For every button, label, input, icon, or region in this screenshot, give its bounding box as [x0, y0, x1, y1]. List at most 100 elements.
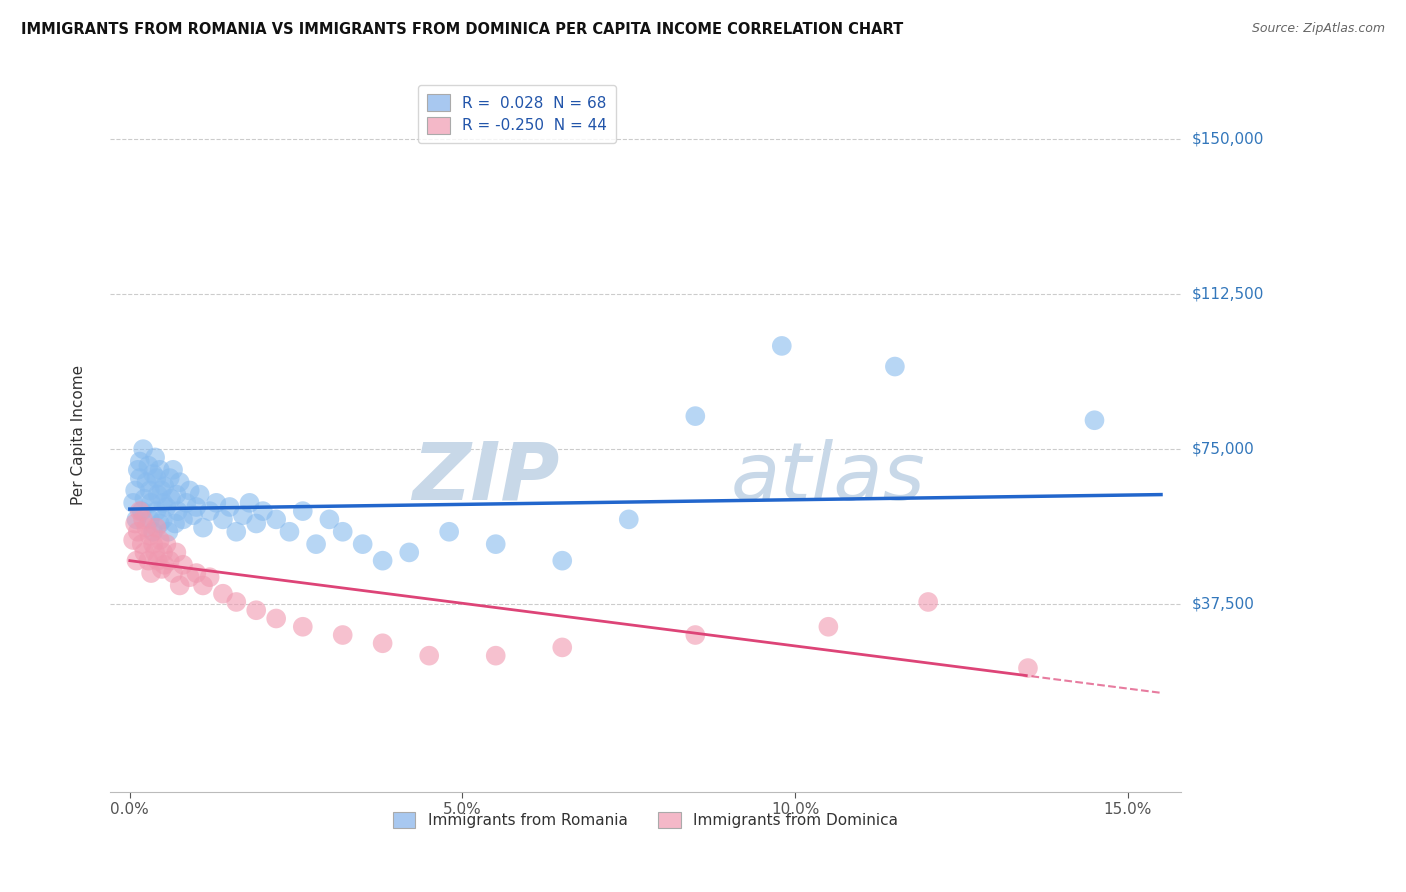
Point	[238, 496, 260, 510]
Point	[160, 491, 183, 506]
Point	[149, 533, 172, 547]
Point	[145, 504, 167, 518]
Point	[181, 508, 204, 523]
Point	[127, 463, 149, 477]
Point	[278, 524, 301, 539]
Point	[685, 628, 707, 642]
Point	[150, 562, 173, 576]
Point	[186, 566, 208, 580]
Point	[139, 512, 162, 526]
Point	[131, 504, 153, 518]
Point	[124, 516, 146, 531]
Point	[191, 578, 214, 592]
Legend: Immigrants from Romania, Immigrants from Dominica: Immigrants from Romania, Immigrants from…	[387, 806, 904, 834]
Point	[155, 500, 177, 514]
Point	[165, 487, 187, 501]
Point	[225, 595, 247, 609]
Point	[150, 483, 173, 498]
Point	[883, 359, 905, 374]
Point	[155, 537, 177, 551]
Point	[264, 512, 287, 526]
Point	[152, 545, 174, 559]
Point	[152, 496, 174, 510]
Point	[917, 595, 939, 609]
Point	[291, 504, 314, 518]
Point	[252, 504, 274, 518]
Point	[371, 554, 394, 568]
Point	[143, 545, 166, 559]
Point	[128, 504, 150, 518]
Point	[145, 521, 167, 535]
Text: $75,000: $75,000	[1192, 442, 1254, 457]
Point	[188, 487, 211, 501]
Point	[264, 611, 287, 625]
Point	[232, 508, 254, 523]
Point	[153, 558, 176, 572]
Point	[135, 475, 157, 490]
Point	[245, 516, 267, 531]
Point	[205, 496, 228, 510]
Point	[305, 537, 328, 551]
Point	[212, 587, 235, 601]
Point	[166, 504, 188, 518]
Point	[132, 442, 155, 457]
Y-axis label: Per Capita Income: Per Capita Income	[72, 365, 86, 505]
Point	[245, 603, 267, 617]
Point	[122, 496, 145, 510]
Point	[212, 512, 235, 526]
Point	[146, 487, 169, 501]
Point	[551, 554, 574, 568]
Point	[135, 521, 157, 535]
Point	[685, 409, 707, 423]
Point	[153, 479, 176, 493]
Point	[157, 524, 180, 539]
Point	[398, 545, 420, 559]
Point	[817, 620, 839, 634]
Point	[152, 512, 174, 526]
Point	[139, 496, 162, 510]
Point	[176, 496, 198, 510]
Point	[162, 566, 184, 580]
Point	[138, 554, 160, 568]
Point	[139, 566, 162, 580]
Point	[142, 524, 165, 539]
Point	[149, 516, 172, 531]
Point	[128, 454, 150, 468]
Point	[139, 529, 162, 543]
Point	[179, 570, 201, 584]
Text: $150,000: $150,000	[1192, 132, 1264, 147]
Point	[134, 491, 156, 506]
Point	[198, 504, 221, 518]
Point	[165, 545, 187, 559]
Point	[125, 554, 148, 568]
Point	[172, 558, 194, 572]
Point	[1017, 661, 1039, 675]
Point	[418, 648, 440, 663]
Text: $112,500: $112,500	[1192, 286, 1264, 301]
Point	[139, 483, 162, 498]
Point	[186, 500, 208, 514]
Point	[332, 628, 354, 642]
Point	[218, 500, 240, 514]
Point	[143, 450, 166, 465]
Point	[162, 463, 184, 477]
Point	[318, 512, 340, 526]
Point	[332, 524, 354, 539]
Point	[291, 620, 314, 634]
Text: atlas: atlas	[731, 439, 927, 516]
Point	[142, 467, 165, 481]
Point	[128, 471, 150, 485]
Point	[124, 483, 146, 498]
Point	[169, 475, 191, 490]
Text: Source: ZipAtlas.com: Source: ZipAtlas.com	[1251, 22, 1385, 36]
Point	[131, 537, 153, 551]
Point	[198, 570, 221, 584]
Text: $37,500: $37,500	[1192, 597, 1256, 612]
Text: ZIP: ZIP	[412, 439, 560, 516]
Point	[134, 545, 156, 559]
Point	[138, 458, 160, 473]
Point	[125, 512, 148, 526]
Point	[485, 648, 508, 663]
Point	[551, 640, 574, 655]
Point	[146, 554, 169, 568]
